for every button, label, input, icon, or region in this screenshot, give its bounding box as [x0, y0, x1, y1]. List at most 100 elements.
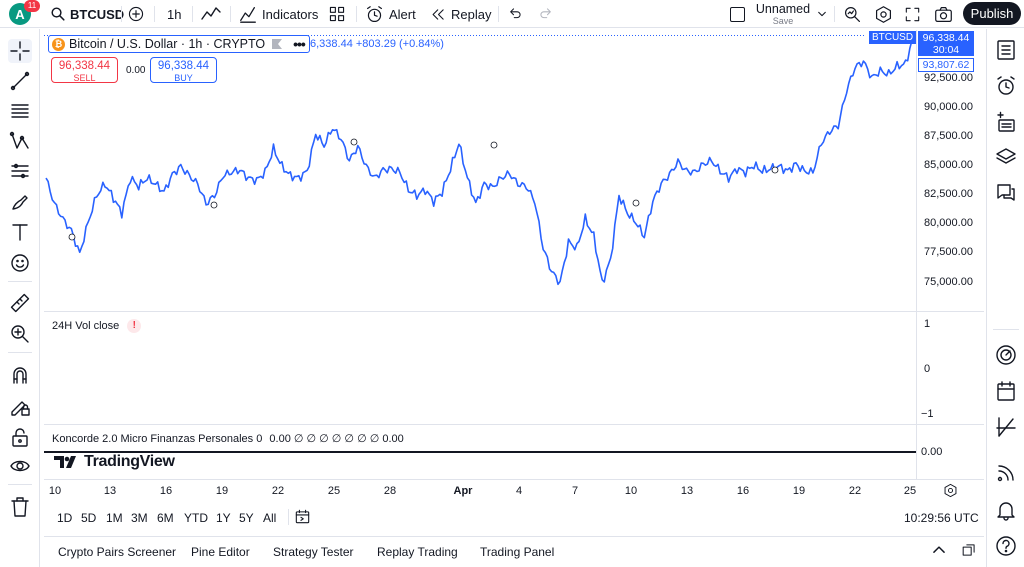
ideas-button[interactable]: [994, 415, 1018, 439]
forecast-tool[interactable]: [8, 159, 32, 183]
alert-button[interactable]: Alert: [365, 0, 416, 28]
range-button[interactable]: 1Y: [216, 511, 231, 525]
price-tick: 77,500.00: [924, 246, 973, 258]
settings-button[interactable]: [874, 0, 893, 28]
last-price-label: 96,338.44 30:04: [918, 31, 974, 56]
more-icon[interactable]: •••: [293, 36, 306, 52]
undo-icon: [510, 8, 521, 19]
magnet-tool[interactable]: [8, 363, 32, 387]
time-tick: 16: [159, 485, 173, 497]
object-tree-button[interactable]: [994, 110, 1018, 134]
trend-axes-icon: [996, 417, 1016, 437]
time-tick: 25: [903, 485, 917, 497]
hide-drawings-tool[interactable]: [8, 454, 32, 478]
fullscreen-button[interactable]: [904, 0, 921, 28]
trend-line-tool[interactable]: [8, 69, 32, 93]
compare-button[interactable]: [127, 0, 145, 28]
utc-clock[interactable]: 10:29:56 UTC: [904, 511, 979, 525]
panel-tab[interactable]: Strategy Tester: [273, 545, 354, 559]
alerts-button[interactable]: [994, 74, 1018, 98]
axis-settings-button[interactable]: [943, 483, 958, 503]
event-marker[interactable]: [771, 166, 779, 174]
panel-tab[interactable]: Replay Trading: [377, 545, 458, 559]
tradingview-logo[interactable]: TradingView: [54, 453, 175, 471]
buy-button[interactable]: 96,338.44 BUY: [150, 57, 217, 83]
last-price: 96,338.44: [922, 32, 970, 44]
time-tick: 13: [680, 485, 694, 497]
event-marker[interactable]: [632, 199, 640, 207]
range-button[interactable]: All: [263, 511, 277, 525]
time-tick: 10: [48, 485, 62, 497]
koncorde-legend[interactable]: Koncorde 2.0 Micro Finanzas Personales 0…: [52, 432, 404, 445]
lock-drawings-tool[interactable]: [8, 425, 32, 449]
layers-button[interactable]: [994, 145, 1018, 169]
range-button[interactable]: 5Y: [239, 511, 254, 525]
brush-icon: [12, 195, 28, 210]
pattern-tool[interactable]: [8, 129, 32, 153]
event-marker[interactable]: [490, 141, 498, 149]
panel-tab[interactable]: Crypto Pairs Screener: [58, 545, 177, 559]
publish-button[interactable]: Publish: [963, 2, 1021, 25]
drawing-toolbar: [0, 29, 40, 567]
layouts-button[interactable]: [328, 0, 346, 28]
fib-tool[interactable]: [8, 99, 32, 123]
event-marker[interactable]: [210, 201, 218, 209]
watchlist-button[interactable]: [994, 38, 1018, 62]
top-toolbar: A 11 BTCUSD 1h Indicators Alert Replay U: [0, 0, 1024, 28]
chats-button[interactable]: [994, 181, 1018, 205]
time-tick: 19: [792, 485, 806, 497]
layout-name[interactable]: Unnamed Save: [752, 2, 814, 26]
snapshot-button[interactable]: [934, 0, 953, 28]
add-circle-icon: [128, 6, 144, 22]
quick-search-button[interactable]: [843, 0, 862, 28]
sell-button[interactable]: 96,338.44 SELL: [51, 57, 118, 83]
streams-button[interactable]: [994, 461, 1018, 485]
measure-tool[interactable]: [8, 291, 32, 315]
crosshair-tool[interactable]: [8, 39, 32, 63]
zoom-tool[interactable]: [8, 322, 32, 346]
remove-drawings-tool[interactable]: [8, 495, 32, 519]
redo-button[interactable]: [538, 0, 554, 28]
event-markers: [68, 138, 779, 241]
technicals-button[interactable]: [994, 343, 1018, 367]
range-button[interactable]: 1D: [57, 511, 73, 525]
layout-checkbox[interactable]: [730, 0, 745, 28]
trend-line-icon: [10, 71, 30, 91]
event-marker[interactable]: [68, 233, 76, 241]
range-button[interactable]: 3M: [131, 511, 148, 525]
text-tool[interactable]: [8, 220, 32, 244]
indicators-button[interactable]: Indicators: [238, 0, 318, 28]
vol-legend[interactable]: 24H Vol close !: [52, 319, 142, 333]
collapse-panel-button[interactable]: [931, 542, 947, 563]
notifications-button[interactable]: [994, 498, 1018, 522]
help-button[interactable]: [994, 534, 1018, 558]
undo-button[interactable]: [507, 0, 523, 28]
symbol-search[interactable]: BTCUSD: [50, 0, 124, 28]
panel-tab[interactable]: Pine Editor: [191, 545, 250, 559]
forecast-icon: [11, 163, 29, 179]
sell-label: SELL: [73, 73, 96, 83]
range-button[interactable]: 1M: [106, 511, 123, 525]
range-button[interactable]: 5D: [81, 511, 97, 525]
brush-tool[interactable]: [8, 190, 32, 214]
replay-button[interactable]: Replay: [430, 0, 491, 28]
goto-date-button[interactable]: [294, 508, 311, 530]
chevron-down-icon: [818, 11, 826, 17]
symbol-legend[interactable]: ₿ Bitcoin / U.S. Dollar · 1h · CRYPTO ••…: [48, 35, 310, 53]
layout-menu-button[interactable]: [816, 0, 828, 28]
right-sidebar: [986, 29, 1024, 567]
panel-tab[interactable]: Trading Panel: [480, 545, 555, 559]
interval-button[interactable]: 1h: [167, 0, 181, 28]
chevron-up-icon: [933, 546, 945, 553]
range-button[interactable]: 6M: [157, 511, 174, 525]
stay-in-drawing-tool[interactable]: [8, 394, 32, 418]
tv-logo-icon: [54, 456, 76, 468]
event-marker[interactable]: [350, 138, 358, 146]
range-button[interactable]: YTD: [184, 511, 208, 525]
calendar-button[interactable]: [994, 379, 1018, 403]
maximize-panel-button[interactable]: [961, 542, 977, 563]
chart-type-button[interactable]: [200, 0, 222, 28]
emoji-tool[interactable]: [8, 251, 32, 275]
rewind-icon: [432, 8, 444, 20]
